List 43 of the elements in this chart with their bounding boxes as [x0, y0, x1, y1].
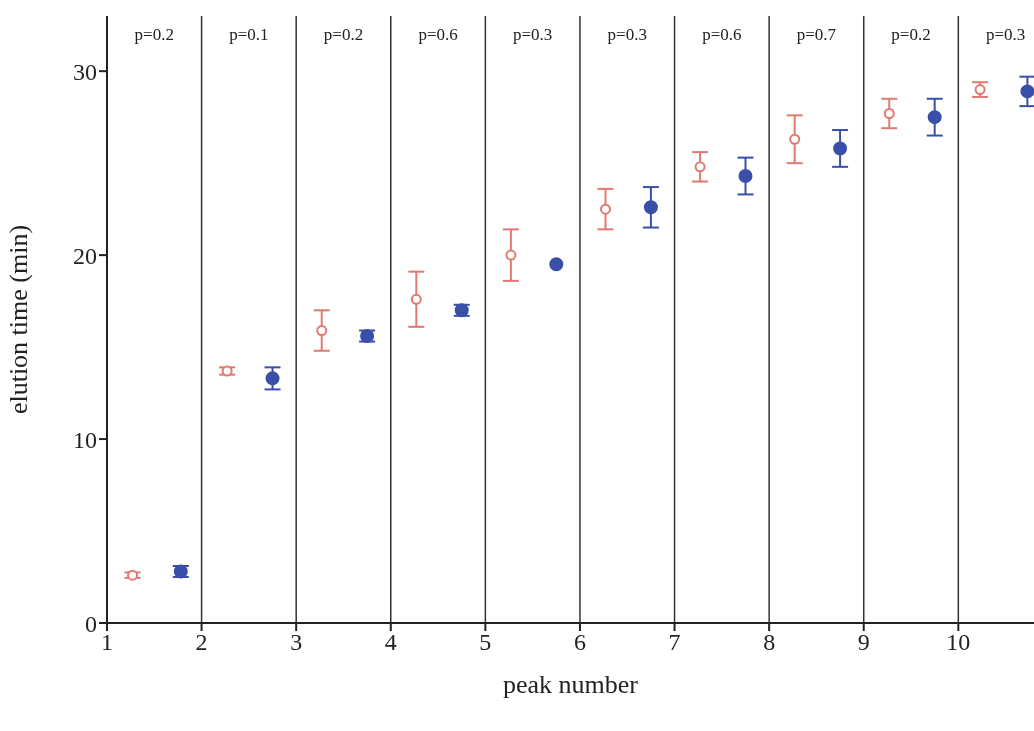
point	[265, 371, 280, 386]
annotation: p=0.3	[607, 25, 647, 45]
x-tick-label: 2	[195, 629, 208, 656]
x-tick-label: 3	[290, 629, 303, 656]
point	[833, 141, 848, 156]
annotation: p=0.2	[891, 25, 931, 45]
point	[221, 365, 233, 377]
point	[316, 325, 328, 337]
point	[738, 169, 753, 184]
x-tick-label: 9	[857, 629, 870, 656]
annotation: p=0.3	[985, 25, 1026, 45]
point	[1020, 84, 1034, 99]
x-tick-label: 5	[479, 629, 492, 656]
x-tick-label: 1	[101, 629, 113, 656]
point	[600, 203, 611, 215]
annotation: p=0.6	[702, 25, 742, 45]
y-tick-label: 10	[73, 426, 97, 453]
x-tick-label: 4	[384, 629, 397, 656]
y-axis-title: elution time (min)	[4, 224, 34, 415]
x-axis-title: peak number	[502, 670, 639, 699]
annotation: p=0.3	[512, 25, 553, 45]
annotation: p=0.2	[323, 25, 364, 45]
x-tick-label: 6	[573, 629, 586, 656]
point	[549, 257, 564, 272]
point	[789, 133, 801, 145]
point	[643, 200, 658, 215]
point	[127, 569, 139, 581]
y-tick-label: 20	[73, 242, 97, 269]
annotation: p=0.1	[229, 25, 269, 45]
annotation: p=0.7	[796, 25, 837, 45]
point	[927, 110, 942, 125]
point	[883, 107, 895, 119]
x-tick-label: 7	[668, 629, 681, 656]
x-tick-label: 8	[763, 629, 776, 656]
point	[974, 84, 986, 96]
point	[505, 249, 517, 261]
annotation: p=0.6	[418, 25, 458, 45]
y-tick-label: 30	[73, 58, 97, 85]
y-tick-label: 0	[85, 610, 97, 637]
point	[410, 293, 422, 305]
point	[694, 161, 706, 173]
x-tick-label: 10	[946, 629, 971, 656]
annotation: p=0.2	[134, 25, 174, 45]
